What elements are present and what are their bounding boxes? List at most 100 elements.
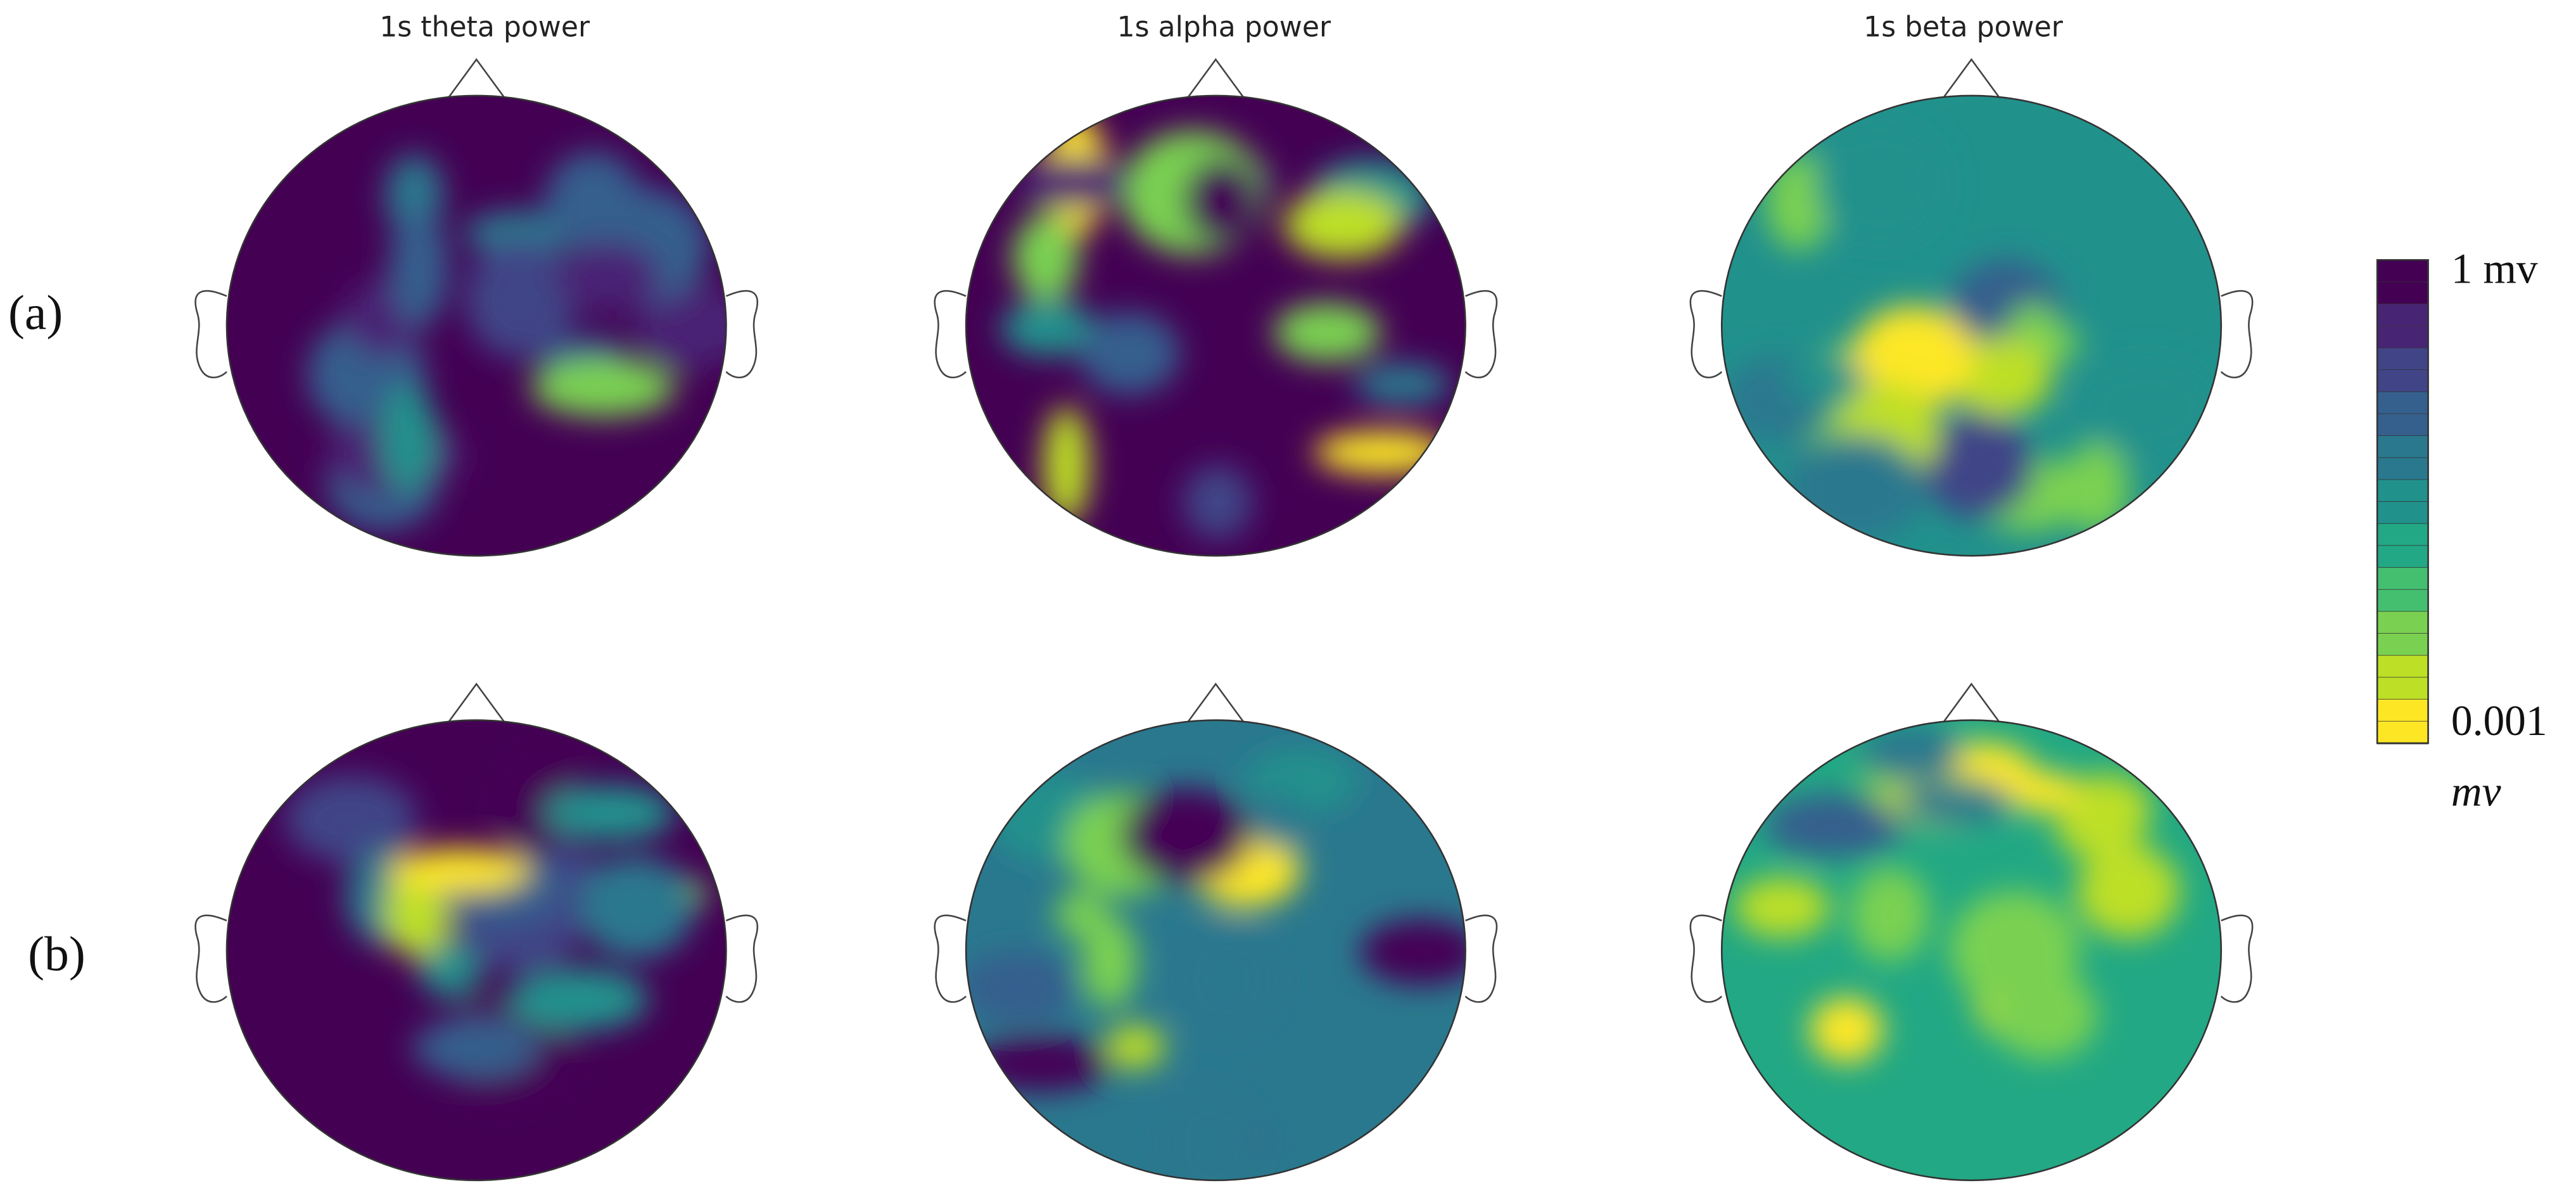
blob bbox=[1921, 412, 2034, 518]
ear bbox=[2220, 914, 2254, 1003]
colorbar-top-label: 1 mv bbox=[2451, 245, 2538, 293]
blob bbox=[2077, 844, 2180, 938]
colorbar-step bbox=[2376, 633, 2428, 656]
colorbar-step bbox=[2376, 457, 2428, 481]
blob bbox=[966, 951, 1075, 1024]
blob bbox=[1284, 191, 1403, 259]
colorbar-step bbox=[2376, 435, 2428, 459]
blob bbox=[379, 384, 437, 494]
blob bbox=[1785, 435, 1926, 542]
row-label: (b) bbox=[28, 926, 86, 981]
ear bbox=[725, 914, 759, 1003]
blob bbox=[2062, 443, 2129, 534]
blob bbox=[1184, 158, 1260, 245]
colorbar-step bbox=[2376, 501, 2428, 525]
ear bbox=[934, 914, 967, 1003]
blob bbox=[1860, 724, 1962, 782]
blob bbox=[418, 940, 482, 997]
topomap-fill bbox=[226, 95, 726, 556]
colorbar-step bbox=[2376, 259, 2428, 283]
blob bbox=[2056, 807, 2141, 858]
blob bbox=[412, 1018, 539, 1078]
blob bbox=[1164, 1087, 1259, 1180]
blob bbox=[1786, 357, 1867, 404]
blob bbox=[1055, 891, 1108, 938]
column-title: 1s alpha power bbox=[1117, 11, 1331, 44]
head-outline bbox=[1720, 719, 2223, 1182]
topomap bbox=[1689, 58, 2254, 557]
blob bbox=[1763, 793, 1905, 858]
head-outline bbox=[225, 94, 727, 557]
colorbar-unit: mv bbox=[2451, 767, 2501, 815]
blob bbox=[544, 785, 675, 841]
blob bbox=[1252, 791, 1303, 851]
colorbar-step bbox=[2376, 281, 2428, 305]
blob bbox=[1106, 1025, 1165, 1069]
ear bbox=[194, 914, 227, 1003]
blob bbox=[1120, 788, 1250, 884]
blob bbox=[1043, 406, 1090, 524]
blob bbox=[1183, 465, 1253, 540]
blob bbox=[1950, 890, 2081, 1007]
blob bbox=[1951, 336, 2052, 417]
blob bbox=[968, 1035, 1113, 1093]
topomap-fill bbox=[966, 720, 1466, 1180]
ear bbox=[1464, 290, 1498, 379]
blob bbox=[2010, 304, 2057, 344]
colorbar-step bbox=[2376, 413, 2428, 437]
blob bbox=[1019, 157, 1129, 208]
row-label: (a) bbox=[8, 285, 63, 340]
blob bbox=[578, 856, 694, 959]
blobs bbox=[1734, 724, 2180, 1063]
colorbar-step bbox=[2376, 677, 2428, 701]
blobs bbox=[1724, 122, 2216, 542]
ear bbox=[725, 290, 759, 379]
topomap bbox=[1689, 682, 2254, 1182]
ear bbox=[2220, 290, 2254, 379]
blob bbox=[1082, 915, 1138, 1009]
blob bbox=[1734, 877, 1830, 938]
blob bbox=[1173, 924, 1281, 1037]
blobs bbox=[966, 749, 1466, 1180]
colorbar-step bbox=[2376, 369, 2428, 393]
blob bbox=[1012, 214, 1079, 302]
blob bbox=[1765, 153, 1832, 251]
blobs bbox=[285, 752, 708, 1102]
topomap bbox=[934, 58, 1498, 557]
colorbar-step bbox=[2376, 304, 2428, 327]
ear bbox=[1689, 914, 1723, 1003]
ear bbox=[194, 290, 227, 379]
colorbar-step bbox=[2376, 347, 2428, 371]
topomap-fill bbox=[1722, 720, 2221, 1180]
blob bbox=[1810, 997, 1883, 1063]
blob bbox=[555, 242, 660, 312]
blob bbox=[1360, 919, 1466, 986]
blob bbox=[1314, 431, 1449, 474]
blob bbox=[633, 283, 726, 369]
colorbar-frame bbox=[2376, 259, 2429, 745]
head-outline bbox=[965, 94, 1466, 557]
blob bbox=[531, 358, 675, 417]
colorbar bbox=[2376, 259, 2429, 745]
blob bbox=[390, 848, 530, 893]
ear bbox=[1689, 290, 1723, 379]
colorbar-step bbox=[2376, 655, 2428, 679]
topomap bbox=[934, 682, 1498, 1182]
blob bbox=[1815, 122, 1946, 246]
blob bbox=[1899, 781, 2013, 824]
colorbar-step bbox=[2376, 391, 2428, 415]
blob bbox=[1850, 867, 1930, 961]
blob bbox=[2079, 359, 2216, 458]
head-outline bbox=[225, 719, 727, 1182]
colorbar-step bbox=[2376, 545, 2428, 569]
colorbar-step bbox=[2376, 523, 2428, 547]
topomap-fill bbox=[226, 720, 726, 1180]
blob bbox=[2003, 770, 2080, 813]
topomap-fill bbox=[966, 95, 1466, 556]
blob bbox=[465, 240, 577, 359]
blob bbox=[285, 775, 417, 863]
blobs bbox=[1001, 113, 1450, 540]
colorbar-bottom-label: 0.001 bbox=[2451, 697, 2547, 745]
blob bbox=[1354, 363, 1450, 406]
